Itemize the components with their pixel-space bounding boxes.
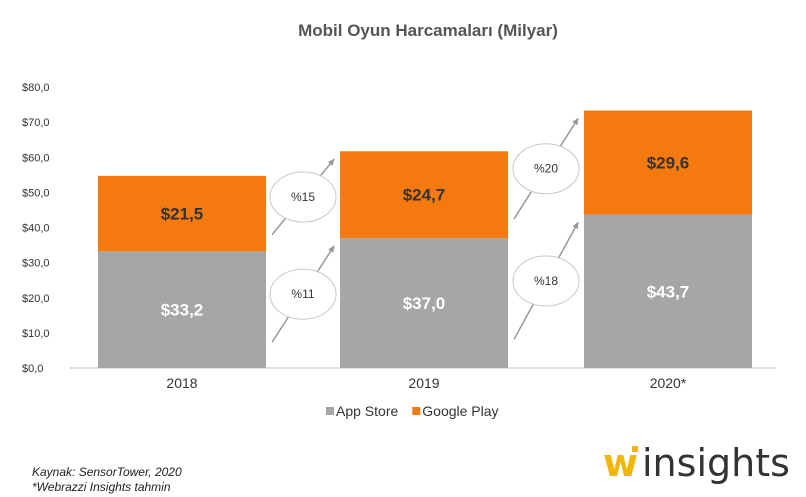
growth-label: %18 [534,274,558,288]
logo-accent-mark [632,446,638,452]
y-tick-label: $40,0 [22,223,50,235]
bar-app-store [340,238,508,368]
bar-value-label: $24,7 [403,186,446,205]
x-tick-label: 2019 [408,375,439,391]
bar-value-label: $43,7 [647,282,690,301]
webrazzi-insights-logo: w insights [603,441,790,485]
legend-label: Google Play [422,403,498,419]
source-note: Kaynak: SensorTower, 2020 [32,465,182,479]
logo-insights-text: insights [642,441,790,485]
legend: App Store Google Play [326,403,499,419]
bars: $33,2 $21,5 $37,0 $24,7 $43,7 $29,6 [98,110,752,368]
bar-google-play [584,110,752,215]
chart-title: Mobil Oyun Harcamaları (Milyar) [298,21,558,40]
y-tick-label: $50,0 [22,187,50,199]
bar-value-label: $29,6 [647,154,690,173]
growth-bubble [512,255,580,307]
y-tick-label: $0,0 [22,363,43,375]
legend-swatch [326,407,334,415]
y-axis: $0,0 $10,0 $20,0 $30,0 $40,0 $50,0 $60,0 $70,0 $… [22,82,50,375]
bar-app-store [584,214,752,368]
y-tick-label: $70,0 [22,117,50,129]
x-axis-labels: 2018 2019 2020* [166,375,686,391]
growth-label: %11 [291,287,314,301]
growth-bubble [269,268,337,320]
estimate-note: *Webrazzi Insights tahmin [32,480,171,494]
x-tick-label: 2020* [650,375,687,391]
y-tick-label: $20,0 [22,293,50,305]
bar-google-play [340,151,508,239]
y-tick-label: $80,0 [22,82,50,94]
y-tick-label: $60,0 [22,152,50,164]
growth-annotations: %15 %11 %20 %18 [269,117,580,343]
y-tick-label: $10,0 [22,328,50,340]
growth-label: %20 [534,162,558,176]
bar-value-label: $21,5 [161,205,204,224]
bar-value-label: $33,2 [161,301,204,320]
bar-value-label: $37,0 [403,294,446,313]
legend-swatch [412,407,421,415]
growth-bubble [269,171,337,223]
bar-google-play [98,175,266,252]
x-tick-label: 2018 [166,375,197,391]
y-tick-label: $30,0 [22,258,50,270]
bar-app-store [98,251,266,368]
growth-label: %15 [291,190,315,204]
growth-bubble [512,143,580,195]
legend-label: App Store [336,403,398,419]
